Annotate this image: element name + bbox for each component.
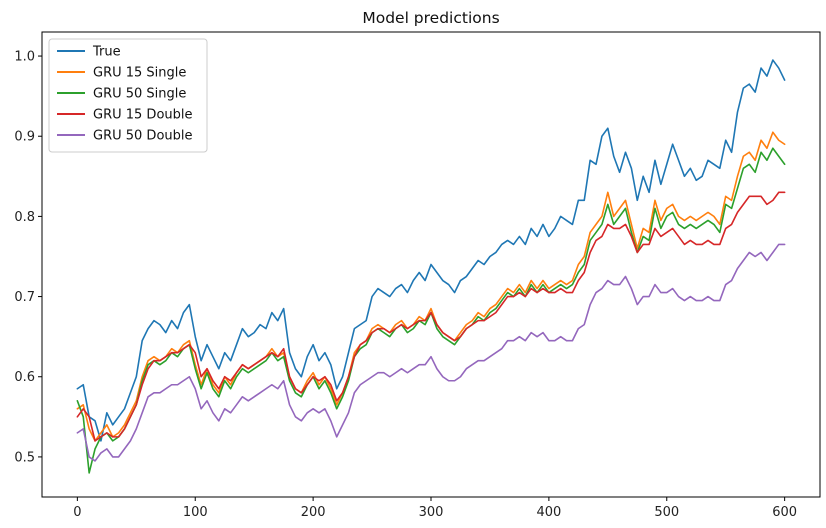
legend: True GRU 15 Single GRU 50 Single GRU 15 Dou… xyxy=(48,38,208,153)
x-tick-label: 0 xyxy=(73,505,81,520)
series-line-gru-50-double xyxy=(76,243,786,462)
legend-label: GRU 15 Single xyxy=(93,66,186,81)
x-tick-label: 600 xyxy=(772,505,797,520)
x-tick-label: 100 xyxy=(183,505,208,520)
series-layer xyxy=(76,59,786,474)
legend-label: GRU 50 Double xyxy=(93,129,193,144)
y-tick-label: 0.7 xyxy=(14,290,35,305)
series-line-gru-15-single xyxy=(76,131,786,442)
x-tick-label: 400 xyxy=(536,505,561,520)
x-tick-label: 300 xyxy=(419,505,444,520)
y-tick-label: 0.5 xyxy=(14,450,35,465)
series-line-true xyxy=(76,59,786,442)
x-tick-label: 200 xyxy=(301,505,326,520)
y-tick-label: 1.0 xyxy=(14,50,35,65)
legend-box xyxy=(48,38,208,153)
series-line-gru-15-double xyxy=(76,191,786,442)
x-tick-label: 500 xyxy=(654,505,679,520)
legend-label: GRU 15 Double xyxy=(93,108,193,123)
legend-label: GRU 50 Single xyxy=(93,87,186,102)
y-tick-label: 0.6 xyxy=(14,370,35,385)
chart-title: Model predictions xyxy=(362,9,499,27)
ticks-layer: 0 100 200 300 400 500 600 0.5 0.6 0.7 0.8 0.9 1.0 xyxy=(14,50,797,520)
y-tick-label: 0.9 xyxy=(14,130,35,145)
y-tick-label: 0.8 xyxy=(14,210,35,225)
legend-label: True xyxy=(92,45,121,60)
